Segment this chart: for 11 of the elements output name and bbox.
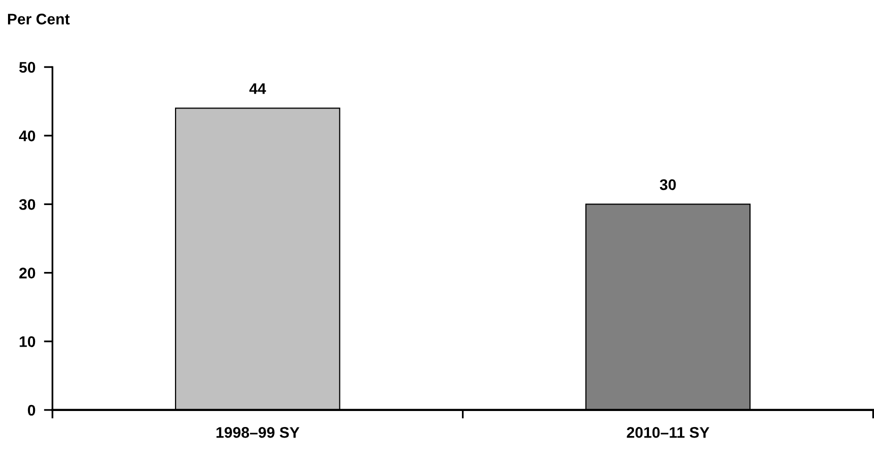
y-tick-label: 30 [19,199,36,210]
data-label: 44 [249,83,266,94]
x-tick-label: 2010–11 SY [626,427,710,438]
y-tick-label: 50 [19,62,36,73]
y-axis-title: Per Cent [8,14,70,24]
y-tick-label: 0 [28,404,36,416]
data-label: 30 [660,179,676,190]
x-tick-label: 1998–99 SY [216,427,300,438]
y-tick-label: 10 [20,336,36,348]
y-tick-label: 40 [19,130,36,142]
y-tick-label: 20 [19,268,36,278]
